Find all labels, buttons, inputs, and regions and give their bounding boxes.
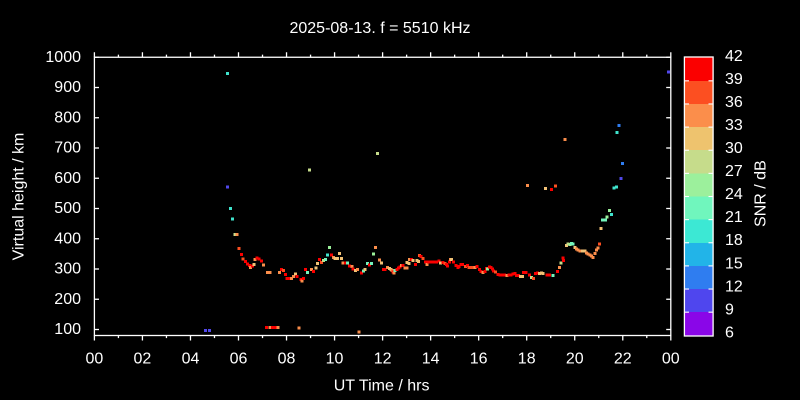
svg-text:15: 15 xyxy=(725,255,743,272)
svg-text:00: 00 xyxy=(662,351,680,368)
svg-text:700: 700 xyxy=(54,140,81,157)
svg-text:20: 20 xyxy=(566,351,584,368)
svg-text:SNR / dB: SNR / dB xyxy=(753,160,770,227)
svg-text:42: 42 xyxy=(725,48,743,65)
svg-text:UT Time / hrs: UT Time / hrs xyxy=(334,378,430,395)
svg-text:18: 18 xyxy=(725,232,743,249)
svg-text:12: 12 xyxy=(725,278,743,295)
svg-text:14: 14 xyxy=(422,351,440,368)
svg-text:18: 18 xyxy=(518,351,536,368)
svg-text:30: 30 xyxy=(725,140,743,157)
svg-text:33: 33 xyxy=(725,117,743,134)
svg-text:02: 02 xyxy=(134,351,152,368)
svg-text:6: 6 xyxy=(725,324,734,341)
svg-text:10: 10 xyxy=(326,351,344,368)
svg-text:04: 04 xyxy=(182,351,200,368)
svg-text:27: 27 xyxy=(725,163,743,180)
svg-text:300: 300 xyxy=(54,261,81,278)
svg-text:100: 100 xyxy=(54,321,81,338)
svg-text:800: 800 xyxy=(54,109,81,126)
svg-text:900: 900 xyxy=(54,79,81,96)
svg-text:9: 9 xyxy=(725,301,734,318)
svg-text:22: 22 xyxy=(614,351,632,368)
svg-text:08: 08 xyxy=(278,351,296,368)
svg-text:400: 400 xyxy=(54,230,81,247)
svg-text:600: 600 xyxy=(54,170,81,187)
svg-text:12: 12 xyxy=(374,351,392,368)
svg-text:2025-08-13. f = 5510 kHz: 2025-08-13. f = 5510 kHz xyxy=(289,20,470,37)
svg-text:24: 24 xyxy=(725,186,743,203)
svg-text:21: 21 xyxy=(725,209,743,226)
svg-text:Virtual height / km: Virtual height / km xyxy=(11,133,28,261)
svg-text:06: 06 xyxy=(230,351,248,368)
svg-text:16: 16 xyxy=(470,351,488,368)
svg-text:36: 36 xyxy=(725,94,743,111)
svg-text:200: 200 xyxy=(54,291,81,308)
svg-text:00: 00 xyxy=(86,351,104,368)
svg-text:39: 39 xyxy=(725,71,743,88)
svg-text:1000: 1000 xyxy=(45,49,81,66)
svg-text:500: 500 xyxy=(54,200,81,217)
